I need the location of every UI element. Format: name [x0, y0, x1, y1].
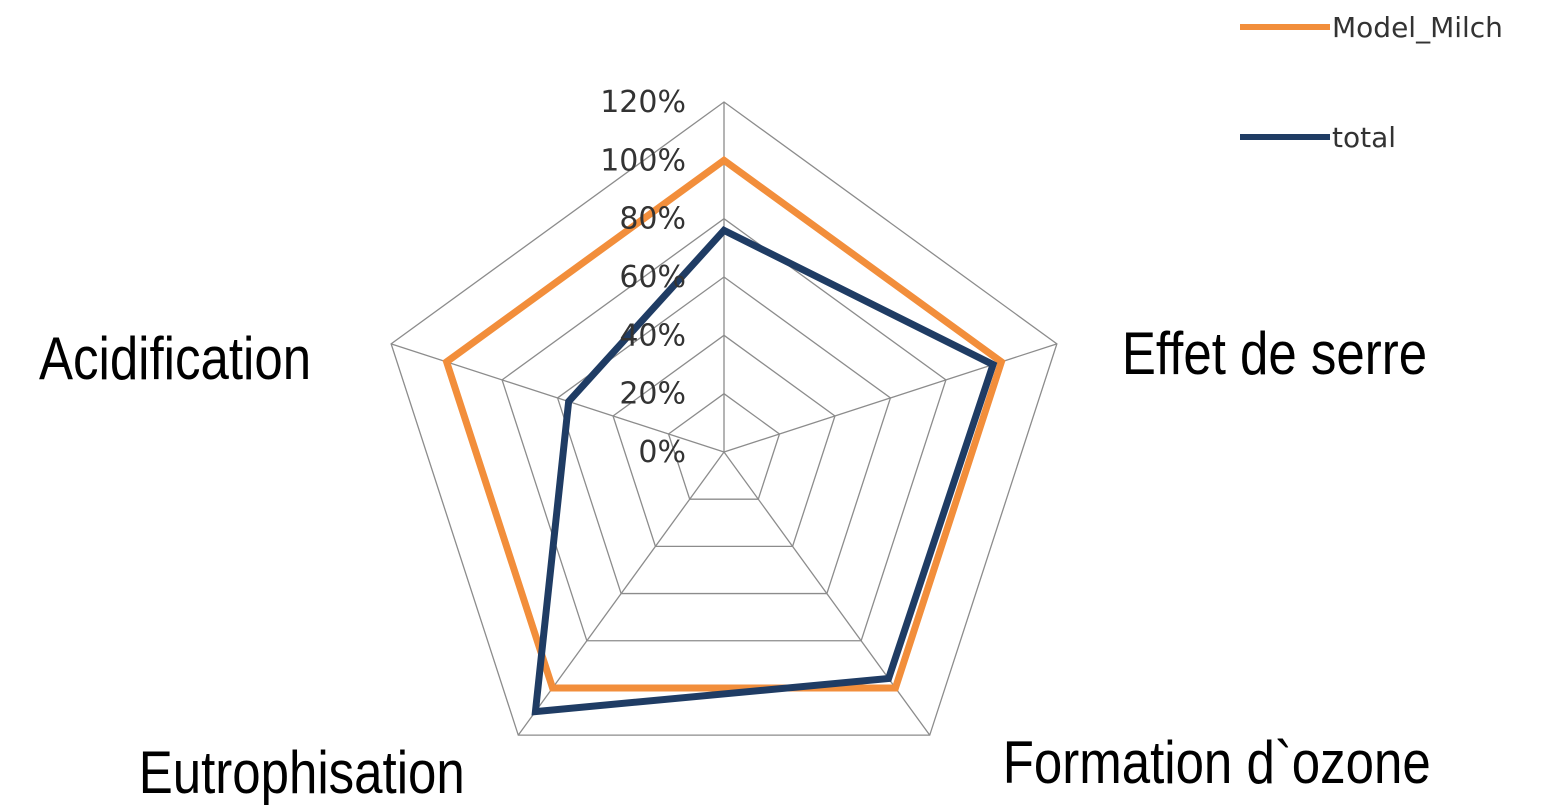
- tick-label-6: 120%: [600, 85, 686, 120]
- spoke-1: [723, 343, 1058, 453]
- legend: Model_Milch total: [1240, 11, 1503, 154]
- tick-label-2: 40%: [619, 318, 686, 353]
- legend-label-total: total: [1332, 121, 1396, 154]
- tick-label-3: 60%: [619, 260, 686, 295]
- tick-label-0: 0%: [638, 435, 686, 470]
- axis-label-effet-de-serre: Effet de serre: [1122, 320, 1427, 387]
- grid-ring-2: [612, 334, 836, 548]
- grid-ring-6: [390, 101, 1058, 736]
- grid-ring-1: [667, 392, 781, 500]
- tick-label-5: 100%: [600, 143, 686, 178]
- legend-label-model-milch: Model_Milch: [1332, 11, 1503, 44]
- radar-series: [442, 156, 1006, 716]
- grid-ring-3: [556, 276, 892, 595]
- axis-label-acidification: Acidification: [39, 325, 311, 392]
- radial-tick-labels: 0% 20% 40% 60% 80% 100% 120%: [600, 85, 686, 470]
- axis-label-formation-ozone: Formation d`ozone: [1003, 729, 1431, 796]
- tick-label-4: 80%: [619, 202, 686, 237]
- grid-ring-4: [501, 217, 947, 642]
- series-line-total: [531, 226, 998, 716]
- tick-label-1: 20%: [619, 377, 686, 412]
- axis-label-eutrophisation: Eutrophisation: [139, 739, 465, 805]
- series-line-model-milch: [442, 156, 1006, 692]
